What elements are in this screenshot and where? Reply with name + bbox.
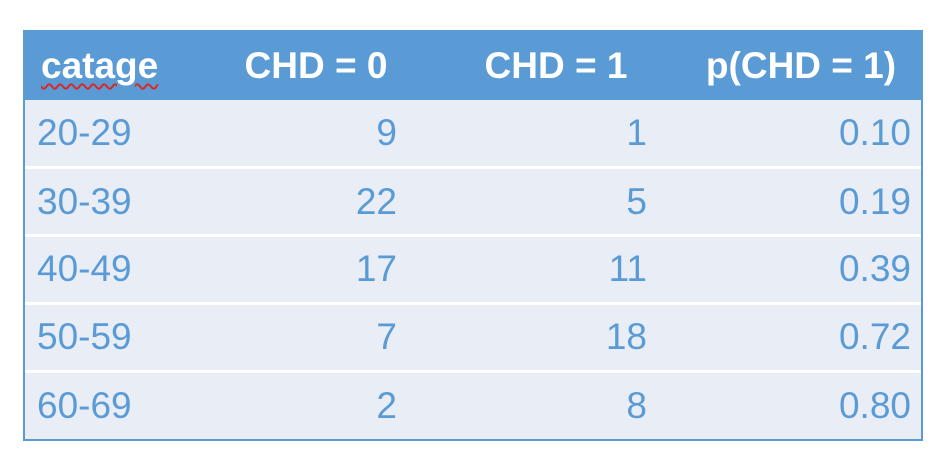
cell-probability: 0.80 bbox=[681, 369, 921, 439]
cell-catage: 50-59 bbox=[25, 301, 201, 372]
cell-chd0: 9 bbox=[376, 112, 397, 154]
cell-probability: 0.72 bbox=[681, 301, 921, 372]
cell-chd0: 22 bbox=[201, 166, 431, 236]
cell-chd1: 11 bbox=[431, 234, 681, 304]
header-catage: catage bbox=[25, 32, 201, 100]
cell-chd1: 8 bbox=[431, 369, 681, 439]
cell-catage: 60-69 bbox=[25, 369, 201, 439]
cell-chd0: 2 bbox=[201, 369, 431, 439]
cell-catage: 30-39 bbox=[25, 166, 201, 236]
header-catage-label: catage bbox=[41, 45, 159, 86]
cell-chd1: 1 bbox=[626, 112, 647, 154]
table-row: 60-69 2 8 0.80 bbox=[25, 369, 921, 439]
header-row: catage CHD = 0 CHD = 1 p(CHD = 1) bbox=[25, 32, 921, 100]
table-row: 30-39 22 5 0.19 bbox=[25, 166, 921, 236]
table-row: 20-29 9 1 0.10 bbox=[25, 100, 921, 168]
cell-probability: 0.10 bbox=[838, 112, 911, 154]
cell-chd1: 18 bbox=[431, 301, 681, 372]
chd-by-age-table: catage CHD = 0 CHD = 1 p(CHD = 1) 20-29 … bbox=[25, 32, 921, 439]
header-probability: p(CHD = 1) bbox=[705, 45, 897, 86]
header-chd1: CHD = 1 bbox=[484, 45, 628, 86]
cell-catage: 20-29 bbox=[37, 112, 132, 154]
table-body: 20-29 9 1 0.10 30-39 22 5 0.19 40-49 17 … bbox=[25, 100, 921, 439]
data-table-frame: catage CHD = 0 CHD = 1 p(CHD = 1) 20-29 … bbox=[23, 30, 923, 441]
cell-chd1: 5 bbox=[431, 166, 681, 236]
cell-probability: 0.39 bbox=[681, 234, 921, 304]
header-chd0: CHD = 0 bbox=[244, 45, 388, 86]
table-header: catage CHD = 0 CHD = 1 p(CHD = 1) bbox=[25, 32, 921, 100]
cell-catage: 40-49 bbox=[25, 234, 201, 304]
cell-chd0: 7 bbox=[201, 301, 431, 372]
cell-chd0: 17 bbox=[201, 234, 431, 304]
table-row: 40-49 17 11 0.39 bbox=[25, 234, 921, 304]
cell-probability: 0.19 bbox=[681, 166, 921, 236]
table-row: 50-59 7 18 0.72 bbox=[25, 301, 921, 372]
